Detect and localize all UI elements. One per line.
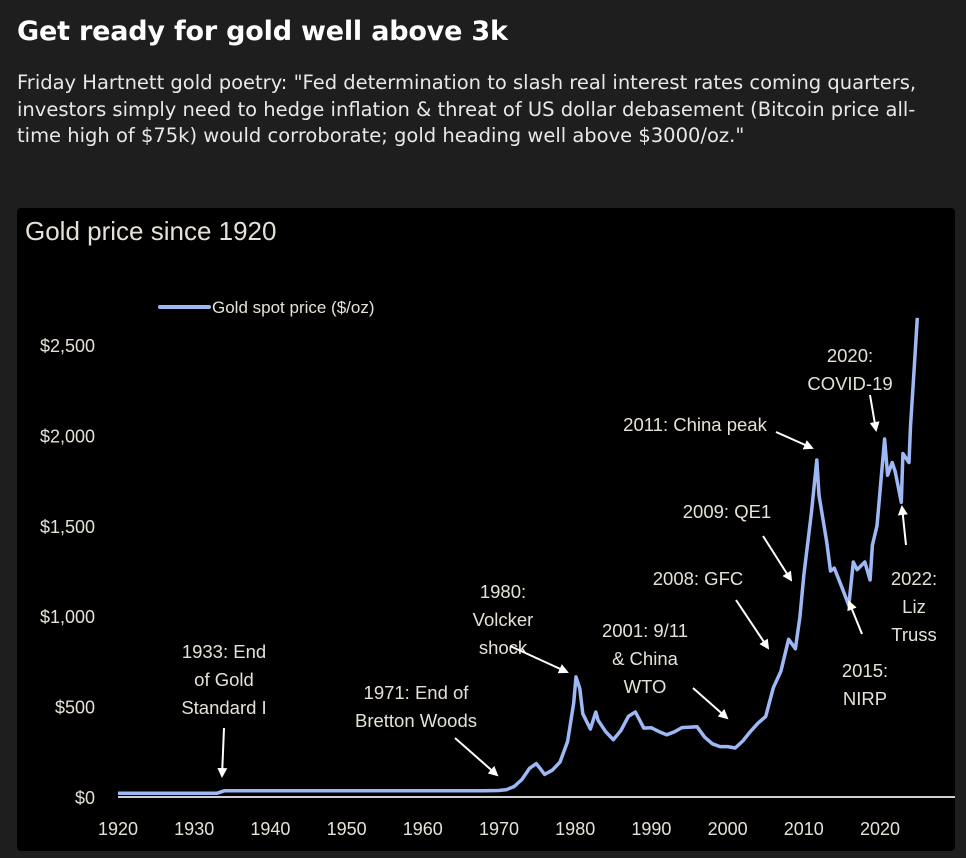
annotation-label: 1971: End of <box>364 682 470 703</box>
annotation-arrow <box>217 727 228 778</box>
annotation-label: Bretton Woods <box>355 710 477 731</box>
annotation-label: 2009: QE1 <box>683 501 771 522</box>
x-tick-label: 1940 <box>250 819 290 839</box>
annotation-label: 2020: <box>827 345 873 366</box>
annotation-arrow <box>847 600 863 635</box>
chart-panel <box>17 208 955 851</box>
x-tick-label: 1920 <box>98 819 138 839</box>
annotation-label: WTO <box>624 676 667 697</box>
annotation-arrow <box>869 394 880 432</box>
annotation-label: of Gold <box>194 669 254 690</box>
annotation-label: Volcker <box>473 609 534 630</box>
x-tick-label: 2010 <box>784 819 824 839</box>
legend-label: Gold spot price ($/oz) <box>212 298 375 317</box>
annotation-arrow <box>509 645 569 674</box>
x-tick-label: 1990 <box>631 819 671 839</box>
annotation-label: 2011: China peak <box>623 414 767 435</box>
annotation-arrow <box>775 431 814 450</box>
x-tick-label: 1950 <box>327 819 367 839</box>
annotation-arrow <box>692 687 729 720</box>
x-tick-label: 2000 <box>708 819 748 839</box>
annotation-label: Liz <box>902 596 926 617</box>
y-tick-label: $1,500 <box>40 517 95 537</box>
annotation-label: 1933: End <box>182 641 266 662</box>
x-tick-label: 1970 <box>479 819 519 839</box>
chart-title: Gold price since 1920 <box>25 216 276 246</box>
y-tick-label: $2,500 <box>40 336 95 356</box>
annotation-label: 1980: <box>480 581 526 602</box>
post-body: Friday Hartnett gold poetry: "Fed determ… <box>17 71 917 147</box>
annotation-label: & China <box>612 648 679 669</box>
gold-spot-price-line <box>118 317 920 795</box>
annotation-arrow <box>762 535 793 582</box>
annotation-label: COVID-19 <box>807 373 892 394</box>
annotation-label: Standard I <box>181 697 266 718</box>
annotation-arrow <box>454 737 499 777</box>
y-tick-label: $2,000 <box>40 426 95 446</box>
post-title: Get ready for gold well above 3k <box>17 16 508 47</box>
annotation-label: 2015: <box>842 660 888 681</box>
annotation-label: NIRP <box>843 688 887 709</box>
y-tick-label: $500 <box>55 698 95 718</box>
y-tick-label: $1,000 <box>40 607 95 627</box>
annotation-label: 2008: GFC <box>653 568 744 589</box>
x-tick-label: 2020 <box>860 819 900 839</box>
annotation-arrow <box>897 505 908 546</box>
annotation-arrow <box>735 599 770 650</box>
x-tick-label: 1980 <box>555 819 595 839</box>
annotation-label: 2001: 9/11 <box>602 620 688 641</box>
x-tick-label: 1930 <box>174 819 214 839</box>
annotation-label: shock <box>479 637 528 658</box>
annotation-label: Truss <box>891 624 937 645</box>
x-tick-label: 1960 <box>403 819 443 839</box>
y-tick-label: $0 <box>75 788 95 808</box>
annotation-label: 2022: <box>891 568 937 589</box>
